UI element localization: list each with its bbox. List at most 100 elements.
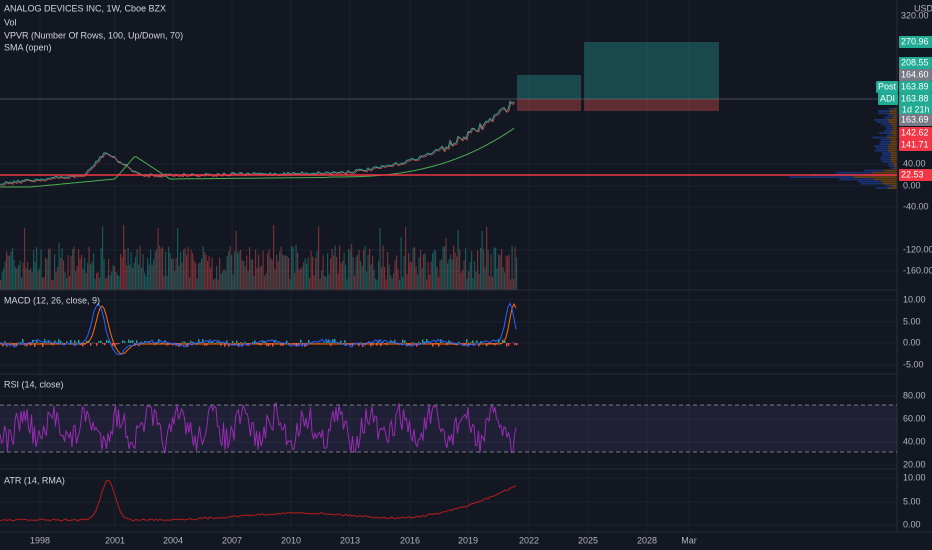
- volume-legend[interactable]: Vol: [4, 17, 17, 27]
- macd-hist: [130, 340, 132, 343]
- volume-bar: [57, 266, 59, 290]
- volume-bar: [339, 245, 341, 290]
- price-badge-text: 142.62: [901, 127, 929, 137]
- volume-bar: [279, 251, 281, 290]
- long-position-loss[interactable]: [517, 99, 581, 111]
- sma-line: [0, 127, 515, 188]
- volume-bar: [397, 269, 399, 290]
- volume-bar: [120, 254, 122, 290]
- long-position-profit[interactable]: [584, 42, 719, 99]
- macd-hist: [244, 341, 246, 343]
- volume-bar: [301, 267, 303, 290]
- macd-hist: [132, 340, 134, 343]
- macd-hist: [156, 343, 158, 344]
- volume-bar: [237, 253, 239, 290]
- volume-bar: [1, 272, 3, 290]
- macd-hist: [236, 340, 238, 343]
- sma-legend[interactable]: SMA (open): [4, 42, 52, 52]
- volume-bar: [289, 279, 291, 290]
- vpvr-down: [893, 114, 897, 117]
- volume-bar: [135, 256, 137, 290]
- volume-bar: [72, 249, 74, 290]
- macd-hist: [478, 343, 480, 347]
- volume-bar: [241, 260, 243, 290]
- volume-bar: [328, 274, 330, 290]
- macd-hist: [252, 341, 254, 343]
- axis-label: 10.00: [903, 472, 926, 482]
- volume-bar: [420, 250, 422, 290]
- volume-bar: [309, 278, 311, 290]
- price-badge-text: 141.71: [901, 139, 929, 149]
- macd-hist: [502, 339, 504, 343]
- vpvr-legend[interactable]: VPVR (Number Of Rows, 100, Up/Down, 70): [4, 30, 183, 40]
- vpvr-down: [887, 136, 897, 139]
- volume-bar: [210, 267, 212, 290]
- volume-bar: [471, 251, 473, 290]
- vpvr-up: [884, 125, 893, 128]
- volume-bar: [118, 275, 120, 290]
- volume-bar: [145, 276, 147, 290]
- vpvr-up: [880, 158, 891, 161]
- macd-hist: [198, 339, 200, 343]
- long-position-profit[interactable]: [517, 75, 581, 99]
- volume-bar: [288, 257, 290, 290]
- volume-bar: [147, 257, 149, 290]
- macd-hist: [498, 339, 500, 343]
- volume-bar: [387, 251, 389, 290]
- time-label: 2004: [163, 535, 183, 545]
- volume-bar: [154, 251, 156, 290]
- volume-bar: [334, 245, 336, 290]
- long-position-loss[interactable]: [584, 99, 719, 111]
- volume-bar: [28, 270, 30, 290]
- volume-bar: [117, 274, 119, 290]
- macd-hist: [86, 340, 88, 343]
- countdown-bg: [899, 104, 932, 115]
- vpvr-up: [888, 108, 894, 110]
- axis-label: 5.00: [903, 316, 921, 326]
- atr-legend[interactable]: ATR (14, RMA): [4, 475, 65, 485]
- volume-bar: [484, 267, 486, 290]
- vpvr-down: [892, 127, 897, 130]
- vpvr-down: [891, 130, 897, 132]
- volume-bar: [304, 258, 306, 290]
- volume-bar: [409, 262, 411, 290]
- volume-bar: [463, 260, 465, 290]
- volume-bar: [361, 265, 363, 290]
- macd-hist: [216, 341, 218, 343]
- macd-hist: [286, 340, 288, 343]
- vpvr-up: [878, 112, 890, 115]
- volume-bar: [370, 264, 372, 290]
- volume-bar: [34, 261, 36, 290]
- volume-bar: [198, 263, 200, 290]
- volume-bar: [271, 259, 273, 290]
- macd-hist: [308, 340, 310, 343]
- volume-bar: [133, 262, 135, 290]
- rsi-legend[interactable]: RSI (14, close): [4, 379, 64, 389]
- volume-bar: [183, 249, 185, 290]
- volume-bar: [211, 257, 213, 290]
- volume-bar: [108, 258, 110, 290]
- macd-legend[interactable]: MACD (12, 26, close, 9): [4, 295, 100, 305]
- volume-bar: [226, 256, 228, 290]
- price-badge-text: 208.55: [901, 57, 929, 67]
- vpvr-up: [888, 165, 894, 167]
- volume-bar: [286, 256, 288, 290]
- volume-bar: [390, 275, 392, 290]
- volume-bar: [132, 267, 134, 290]
- volume-bar: [163, 275, 165, 290]
- vpvr-down: [890, 141, 897, 143]
- macd-hist: [512, 342, 514, 343]
- vpvr-up: [860, 182, 883, 185]
- volume-bar: [30, 268, 32, 290]
- volume-bar: [399, 279, 401, 290]
- symbol-legend[interactable]: ANALOG DEVICES INC, 1W, Cboe BZX: [4, 3, 166, 13]
- volume-bar: [22, 262, 24, 290]
- volume-bar: [54, 254, 56, 290]
- volume-bar: [177, 228, 179, 290]
- volume-bar: [417, 274, 419, 290]
- volume-bar: [511, 245, 513, 290]
- volume-bar: [382, 245, 384, 290]
- volume-bar: [103, 258, 105, 290]
- volume-bar: [171, 259, 173, 290]
- volume-bar: [49, 248, 51, 290]
